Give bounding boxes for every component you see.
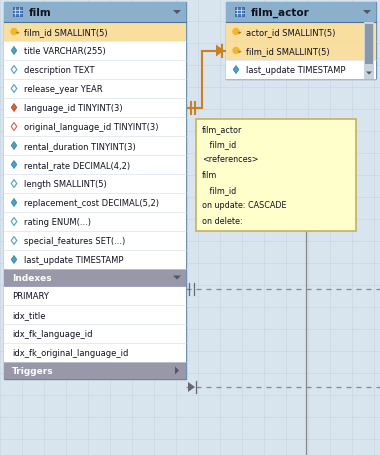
- Text: description TEXT: description TEXT: [24, 66, 95, 75]
- Circle shape: [233, 48, 239, 55]
- FancyBboxPatch shape: [4, 61, 186, 80]
- Text: release_year YEAR: release_year YEAR: [24, 85, 103, 94]
- FancyBboxPatch shape: [4, 175, 186, 193]
- Polygon shape: [11, 256, 17, 264]
- FancyBboxPatch shape: [4, 42, 186, 61]
- Text: last_update TIMESTAMP: last_update TIMESTAMP: [246, 66, 345, 75]
- FancyBboxPatch shape: [365, 25, 373, 65]
- FancyBboxPatch shape: [4, 269, 186, 286]
- FancyBboxPatch shape: [4, 286, 186, 305]
- Polygon shape: [11, 123, 17, 131]
- Text: special_features SET(...): special_features SET(...): [24, 237, 125, 245]
- FancyBboxPatch shape: [4, 232, 186, 250]
- Text: <references>: <references>: [202, 155, 258, 164]
- FancyBboxPatch shape: [4, 343, 186, 362]
- FancyBboxPatch shape: [4, 3, 186, 23]
- Polygon shape: [11, 66, 17, 74]
- FancyBboxPatch shape: [364, 23, 374, 80]
- Circle shape: [233, 30, 239, 35]
- Text: idx_fk_original_language_id: idx_fk_original_language_id: [12, 348, 128, 357]
- Text: title VARCHAR(255): title VARCHAR(255): [24, 47, 106, 56]
- FancyBboxPatch shape: [4, 80, 186, 99]
- Polygon shape: [363, 11, 371, 15]
- Text: Indexes: Indexes: [12, 273, 52, 283]
- Polygon shape: [11, 86, 17, 93]
- Polygon shape: [233, 66, 239, 74]
- Polygon shape: [175, 367, 179, 374]
- FancyBboxPatch shape: [4, 156, 186, 175]
- FancyBboxPatch shape: [226, 3, 376, 80]
- Text: film_id SMALLINT(5): film_id SMALLINT(5): [246, 47, 329, 56]
- Text: film_id SMALLINT(5): film_id SMALLINT(5): [24, 28, 108, 37]
- Polygon shape: [11, 199, 17, 207]
- Text: film_id: film_id: [202, 186, 236, 195]
- Text: last_update TIMESTAMP: last_update TIMESTAMP: [24, 255, 124, 264]
- Text: film: film: [202, 170, 217, 179]
- FancyBboxPatch shape: [226, 61, 376, 80]
- FancyBboxPatch shape: [226, 23, 376, 42]
- Polygon shape: [366, 72, 372, 76]
- FancyBboxPatch shape: [234, 8, 244, 17]
- Circle shape: [11, 30, 17, 35]
- FancyBboxPatch shape: [4, 362, 186, 379]
- Text: on delete:: on delete:: [202, 216, 242, 225]
- Text: rental_rate DECIMAL(4,2): rental_rate DECIMAL(4,2): [24, 161, 130, 170]
- Polygon shape: [11, 180, 17, 188]
- Polygon shape: [11, 47, 17, 56]
- Text: length SMALLINT(5): length SMALLINT(5): [24, 180, 107, 188]
- Polygon shape: [11, 218, 17, 226]
- Text: actor_id SMALLINT(5): actor_id SMALLINT(5): [246, 28, 336, 37]
- FancyBboxPatch shape: [4, 3, 186, 379]
- FancyBboxPatch shape: [4, 99, 186, 118]
- FancyBboxPatch shape: [4, 305, 186, 324]
- FancyBboxPatch shape: [4, 193, 186, 212]
- Polygon shape: [11, 237, 17, 245]
- Text: Triggers: Triggers: [12, 366, 54, 375]
- Polygon shape: [188, 382, 195, 392]
- Text: original_language_id TINYINT(3): original_language_id TINYINT(3): [24, 123, 158, 131]
- Text: language_id TINYINT(3): language_id TINYINT(3): [24, 104, 123, 113]
- FancyBboxPatch shape: [4, 324, 186, 343]
- FancyBboxPatch shape: [4, 118, 186, 136]
- Text: rating ENUM(...): rating ENUM(...): [24, 217, 91, 227]
- Polygon shape: [173, 276, 181, 280]
- Text: idx_title: idx_title: [12, 310, 46, 319]
- Text: film_actor: film_actor: [251, 8, 310, 18]
- FancyBboxPatch shape: [4, 136, 186, 156]
- Polygon shape: [11, 142, 17, 150]
- Polygon shape: [216, 46, 224, 57]
- FancyBboxPatch shape: [4, 250, 186, 269]
- Text: film_id: film_id: [202, 140, 236, 149]
- FancyBboxPatch shape: [4, 212, 186, 232]
- Text: replacement_cost DECIMAL(5,2): replacement_cost DECIMAL(5,2): [24, 198, 159, 207]
- Text: idx_fk_language_id: idx_fk_language_id: [12, 329, 92, 338]
- Text: film: film: [29, 8, 52, 18]
- Text: film_actor: film_actor: [202, 124, 242, 133]
- Polygon shape: [11, 104, 17, 112]
- Polygon shape: [11, 161, 17, 169]
- Text: rental_duration TINYINT(3): rental_duration TINYINT(3): [24, 142, 136, 151]
- Text: on update: CASCADE: on update: CASCADE: [202, 201, 287, 210]
- Text: PRIMARY: PRIMARY: [12, 291, 49, 300]
- FancyBboxPatch shape: [13, 8, 22, 17]
- FancyBboxPatch shape: [226, 3, 376, 23]
- Polygon shape: [173, 11, 181, 15]
- FancyBboxPatch shape: [196, 120, 356, 232]
- FancyBboxPatch shape: [226, 42, 376, 61]
- FancyBboxPatch shape: [4, 23, 186, 42]
